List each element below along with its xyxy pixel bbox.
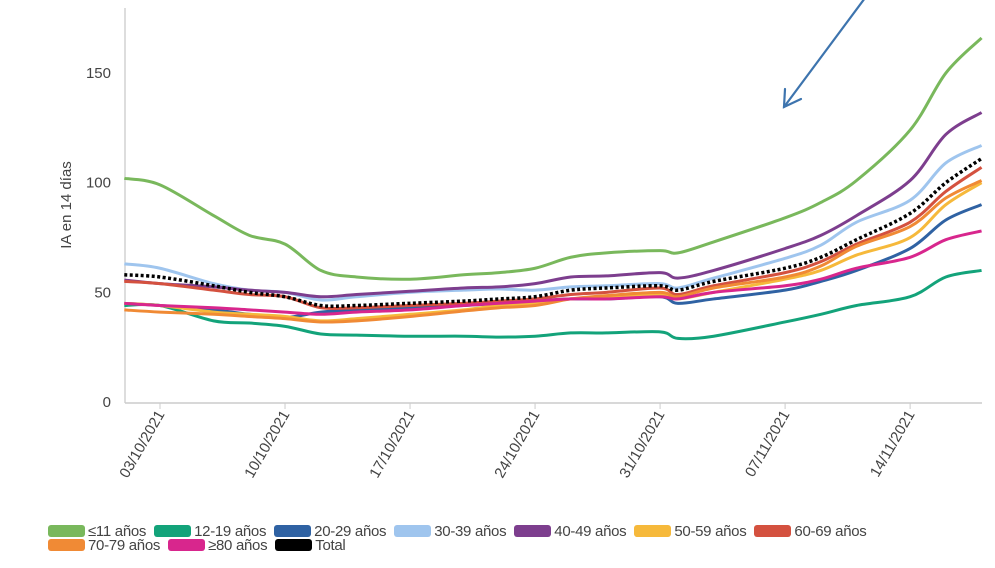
legend-label: 50-59 años [674,523,747,540]
legend-swatch [274,525,312,537]
legend-swatch [514,525,552,537]
annotation-arrow [782,0,865,109]
y-tick-label: 50 [94,284,111,301]
y-tick-label: 0 [103,394,111,411]
legend: ≤11 años 12-19 años 20-29 años 30-39 años 40… [48,523,988,554]
axes [124,8,982,404]
legend-item: 50-59 años [634,523,747,540]
series-line-8 [124,179,983,324]
legend-label: 60-69 años [794,523,867,540]
legend-item: 40-49 años [514,523,627,540]
legend-swatch [48,539,85,551]
legend-label: ≥80 años [208,537,268,554]
y-axis-label: IA en 14 días [58,161,75,249]
legend-label: 20-29 años [314,523,387,540]
legend-swatch [275,539,313,551]
series-line-5 [124,111,983,299]
legend-label: 70-79 años [88,537,161,554]
legend-item: 30-39 años [394,523,507,540]
x-tick-label: 03/10/2021 [116,408,168,482]
legend-item: ≥80 años [168,537,268,554]
legend-swatch [48,525,85,537]
legend-swatch [168,539,206,551]
series-line-4 [124,144,983,302]
x-tick-label: 10/10/2021 [241,408,293,482]
series-line-10 [124,157,983,308]
y-tick-label: 100 [86,175,111,192]
y-tick-label: 150 [86,65,111,82]
legend-label: ≤11 años [88,523,147,540]
legend-item: 20-29 años [274,523,387,540]
legend-item: 60-69 años [754,523,867,540]
x-tick-label: 17/10/2021 [366,408,418,482]
legend-swatch [634,525,672,537]
legend-item: ≤11 años [48,523,147,540]
legend-label: Total [315,537,346,554]
legend-item: 70-79 años [48,537,161,554]
legend-item: 12-19 años [154,523,267,540]
series-line-9 [124,229,982,316]
line-chart: 0 50 100 150 03/10/2021 10/10/2021 17/10/2021… [58,0,983,482]
x-tick-label: 24/10/2021 [491,408,543,482]
legend-swatch [394,525,432,537]
legend-swatch [154,525,192,537]
series-line-2 [124,268,982,341]
x-tick-label: 14/11/2021 [867,408,919,481]
x-tick-label: 31/10/2021 [616,408,668,482]
legend-item: Total [275,537,346,554]
legend-label: 40-49 años [554,523,627,540]
legend-label: 12-19 años [194,523,267,540]
legend-swatch [754,525,792,537]
x-tick-label: 07/11/2021 [742,408,794,481]
series-line-1 [124,36,983,281]
legend-label: 30-39 años [434,523,507,540]
